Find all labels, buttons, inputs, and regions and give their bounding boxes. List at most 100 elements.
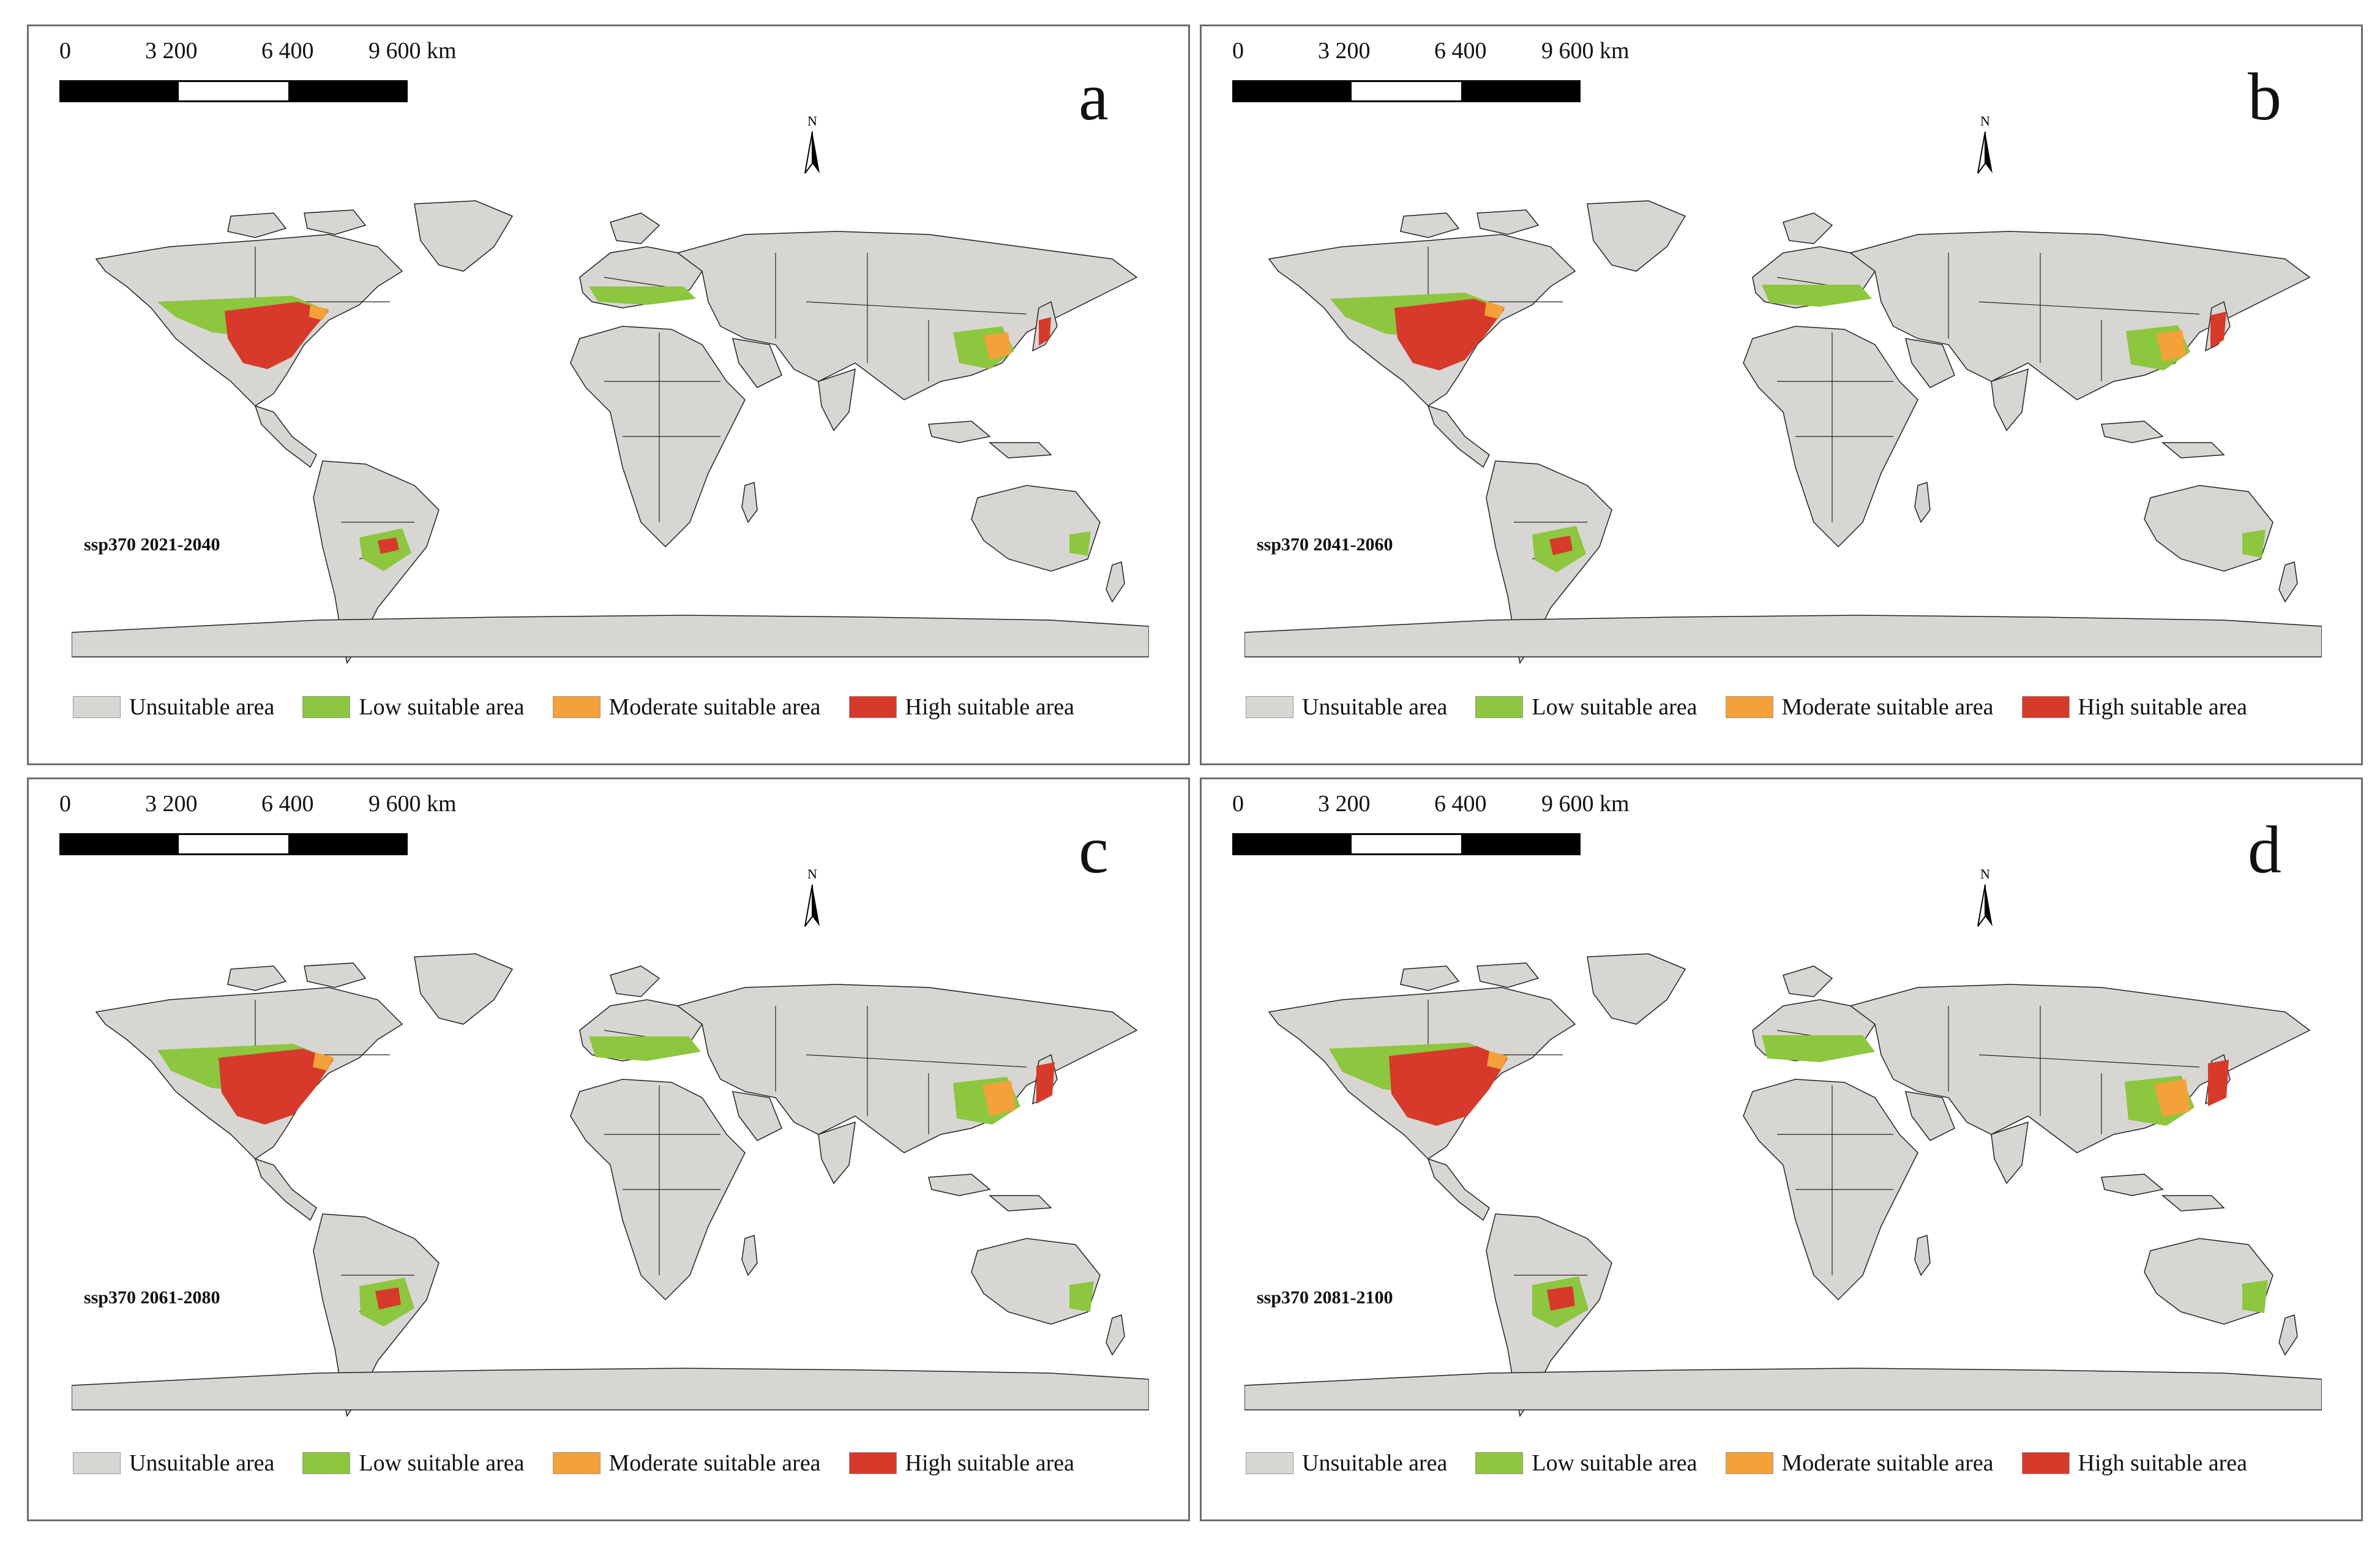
north-arrow-icon: N bbox=[1977, 866, 1993, 927]
scale-segment bbox=[288, 833, 408, 855]
high-suitable-region bbox=[225, 302, 329, 369]
legend-item-unsuitable: Unsuitable area bbox=[1246, 694, 1447, 721]
legend-item-unsuitable: Unsuitable area bbox=[73, 1450, 274, 1477]
legend-item-high: High suitable area bbox=[848, 694, 1074, 721]
legend-item-low: Low suitable area bbox=[1475, 1450, 1697, 1477]
scale-tick-9600: 9 600 km bbox=[1541, 38, 1630, 64]
scale-segment bbox=[1232, 833, 1352, 855]
high-suitable-region bbox=[1547, 1286, 1575, 1311]
north-label: N bbox=[807, 113, 817, 129]
legend-swatch bbox=[1246, 1452, 1293, 1474]
scale-tick-3200: 3 200 bbox=[1318, 38, 1371, 64]
scale-segment bbox=[177, 833, 290, 855]
legend: Unsuitable area Low suitable area Modera… bbox=[1246, 694, 2269, 721]
scenario-period-label: ssp370 2021-2040 bbox=[84, 534, 220, 555]
panel-letter: b bbox=[2248, 59, 2281, 134]
legend-item-low: Low suitable area bbox=[1475, 694, 1697, 721]
scale-segment bbox=[1350, 80, 1463, 102]
legend-swatch bbox=[552, 696, 601, 718]
scale-tick-9600: 9 600 km bbox=[369, 791, 457, 817]
suitability-regions bbox=[1330, 285, 2266, 572]
scale-segment bbox=[1232, 80, 1352, 102]
panel-letter: a bbox=[1079, 59, 1109, 134]
legend-swatch bbox=[302, 696, 351, 718]
panel-letter: c bbox=[1079, 812, 1109, 887]
legend-item-high: High suitable area bbox=[2021, 694, 2247, 721]
scale-segment bbox=[1461, 833, 1581, 855]
low-suitable-region bbox=[1069, 531, 1091, 556]
low-suitable-region bbox=[589, 1036, 701, 1061]
scale-tick-3200: 3 200 bbox=[145, 791, 198, 817]
scenario-period-label: ssp370 2061-2080 bbox=[84, 1287, 220, 1308]
high-suitable-region bbox=[2208, 1060, 2229, 1106]
legend-item-low: Low suitable area bbox=[302, 1450, 525, 1477]
scale-segment bbox=[1350, 833, 1463, 855]
high-suitable-region bbox=[1549, 536, 1573, 555]
legend-swatch bbox=[2021, 696, 2070, 718]
scale-tick-6400: 6 400 bbox=[261, 38, 314, 64]
low-suitable-region bbox=[589, 287, 696, 305]
legend-swatch bbox=[302, 1452, 351, 1474]
high-suitable-region bbox=[1389, 1046, 1508, 1126]
map-panel-d: 0 3 200 6 400 9 600 km d N ssp370 2081-2… bbox=[1200, 777, 2363, 1521]
map-panel-a: 0 3 200 6 400 9 600 km a N ssp370 2021-2… bbox=[27, 24, 1190, 765]
legend: Unsuitable area Low suitable area Modera… bbox=[73, 1450, 1096, 1477]
scenario-period-label: ssp370 2081-2100 bbox=[1257, 1287, 1393, 1308]
legend-swatch bbox=[552, 1452, 601, 1474]
moderate-suitable-region bbox=[309, 305, 329, 320]
legend-item-moderate: Moderate suitable area bbox=[1725, 694, 1994, 721]
high-suitable-region bbox=[378, 538, 399, 554]
scale-tick-6400: 6 400 bbox=[1434, 791, 1487, 817]
legend-swatch bbox=[1246, 696, 1293, 718]
legend: Unsuitable area Low suitable area Modera… bbox=[73, 694, 1096, 721]
scale-tick-3200: 3 200 bbox=[1318, 791, 1371, 817]
scale-tick-6400: 6 400 bbox=[261, 791, 314, 817]
legend-swatch bbox=[848, 1452, 897, 1474]
legend: Unsuitable area Low suitable area Modera… bbox=[1246, 1450, 2269, 1477]
scale-bar: 0 3 200 6 400 9 600 km bbox=[1232, 37, 1630, 129]
scale-tick-3200: 3 200 bbox=[145, 38, 198, 64]
scale-tick-0: 0 bbox=[1232, 38, 1244, 64]
moderate-suitable-region bbox=[984, 332, 1011, 360]
scale-tick-0: 0 bbox=[59, 38, 71, 64]
legend-swatch bbox=[1475, 1452, 1524, 1474]
scale-bar: 0 3 200 6 400 9 600 km bbox=[59, 37, 457, 129]
legend-swatch bbox=[1725, 696, 1773, 718]
north-label: N bbox=[807, 866, 817, 882]
legend-swatch bbox=[1725, 1452, 1773, 1474]
legend-item-low: Low suitable area bbox=[302, 694, 525, 721]
legend-item-unsuitable: Unsuitable area bbox=[1246, 1450, 1447, 1477]
legend-swatch bbox=[73, 1452, 121, 1474]
panel-letter: d bbox=[2248, 812, 2281, 887]
high-suitable-region bbox=[1394, 299, 1505, 370]
land-mass bbox=[1244, 200, 2322, 664]
north-arrow-icon: N bbox=[804, 113, 820, 174]
legend-item-high: High suitable area bbox=[848, 1450, 1074, 1477]
high-suitable-region bbox=[375, 1287, 401, 1309]
high-suitable-region bbox=[1039, 317, 1051, 346]
world-map bbox=[1244, 200, 2322, 664]
scale-segment bbox=[1461, 80, 1581, 102]
legend-item-moderate: Moderate suitable area bbox=[552, 694, 821, 721]
land-mass bbox=[72, 200, 1149, 664]
map-panel-c: 0 3 200 6 400 9 600 km c N ssp370 2061-2… bbox=[27, 777, 1190, 1521]
legend-swatch bbox=[848, 696, 897, 718]
suitability-regions bbox=[157, 287, 1091, 571]
legend-swatch bbox=[2021, 1452, 2070, 1474]
high-suitable-region bbox=[2210, 312, 2226, 348]
scale-segment bbox=[288, 80, 408, 102]
low-suitable-region bbox=[1762, 1035, 1875, 1062]
scale-segment bbox=[59, 80, 179, 102]
low-suitable-region bbox=[1762, 285, 1872, 307]
moderate-suitable-region bbox=[1484, 302, 1505, 319]
low-suitable-region bbox=[2242, 1280, 2268, 1313]
world-map bbox=[72, 200, 1149, 664]
north-label: N bbox=[1980, 113, 1990, 129]
legend-swatch bbox=[1475, 696, 1524, 718]
moderate-suitable-region bbox=[2157, 330, 2186, 362]
world-map bbox=[72, 953, 1149, 1417]
scale-bar: 0 3 200 6 400 9 600 km bbox=[1232, 790, 1630, 882]
scale-segment bbox=[59, 833, 179, 855]
moderate-suitable-region bbox=[1487, 1051, 1508, 1069]
scale-bar: 0 3 200 6 400 9 600 km bbox=[59, 790, 457, 882]
